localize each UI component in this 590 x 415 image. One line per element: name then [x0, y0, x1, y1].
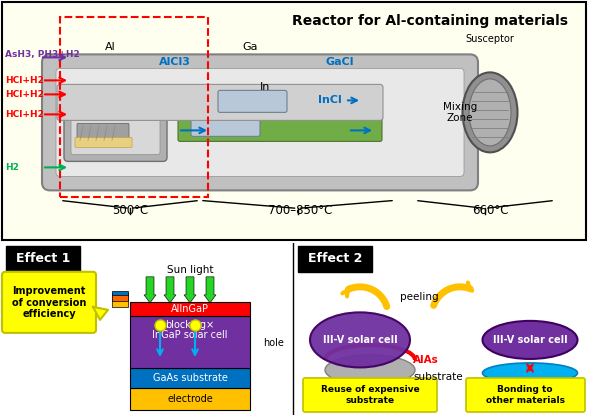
Text: substrate: substrate: [413, 372, 463, 382]
Text: AlAs: AlAs: [413, 355, 439, 365]
Text: Sun light: Sun light: [167, 265, 213, 275]
Ellipse shape: [463, 72, 517, 152]
FancyArrow shape: [144, 277, 156, 303]
Text: peeling: peeling: [400, 292, 438, 302]
Text: blocking×: blocking×: [165, 320, 215, 330]
Text: Susceptor: Susceptor: [466, 34, 514, 44]
Text: AlInGaP: AlInGaP: [171, 304, 209, 314]
Text: H2: H2: [5, 163, 19, 172]
FancyBboxPatch shape: [64, 108, 167, 161]
Text: AlCl3: AlCl3: [159, 57, 191, 67]
Text: III-V solar cell: III-V solar cell: [323, 335, 397, 345]
FancyBboxPatch shape: [75, 137, 132, 147]
Text: GaCl: GaCl: [326, 57, 354, 67]
FancyBboxPatch shape: [112, 293, 128, 307]
FancyBboxPatch shape: [71, 115, 160, 154]
Text: Effect 1: Effect 1: [16, 252, 70, 265]
Text: Bonding to
other materials: Bonding to other materials: [486, 385, 565, 405]
FancyBboxPatch shape: [56, 68, 464, 176]
Text: Mixing
Zone: Mixing Zone: [443, 102, 477, 123]
FancyBboxPatch shape: [191, 112, 260, 137]
Text: HCl+H2: HCl+H2: [5, 90, 44, 99]
FancyBboxPatch shape: [178, 115, 382, 142]
Text: Al: Al: [104, 42, 116, 52]
Text: Ga: Ga: [242, 42, 258, 52]
FancyBboxPatch shape: [130, 368, 250, 388]
Ellipse shape: [483, 363, 578, 383]
FancyBboxPatch shape: [2, 2, 586, 240]
FancyBboxPatch shape: [6, 246, 80, 272]
FancyBboxPatch shape: [130, 388, 250, 410]
Text: 700–850°C: 700–850°C: [268, 204, 332, 217]
FancyBboxPatch shape: [77, 123, 129, 144]
Text: InCl: InCl: [318, 95, 342, 105]
FancyBboxPatch shape: [303, 378, 437, 412]
FancyBboxPatch shape: [298, 246, 372, 272]
Text: Reactor for Al-containing materials: Reactor for Al-containing materials: [292, 15, 568, 28]
Ellipse shape: [469, 79, 511, 146]
FancyBboxPatch shape: [130, 302, 250, 316]
Text: In: In: [260, 83, 270, 93]
Text: HCl+H2: HCl+H2: [5, 76, 44, 85]
Text: 660°C: 660°C: [472, 204, 508, 217]
Text: electrode: electrode: [167, 394, 213, 404]
FancyBboxPatch shape: [466, 378, 585, 412]
FancyBboxPatch shape: [112, 291, 128, 295]
FancyBboxPatch shape: [57, 84, 383, 120]
Ellipse shape: [325, 355, 415, 385]
Polygon shape: [93, 307, 108, 320]
FancyArrow shape: [164, 277, 176, 303]
FancyArrow shape: [184, 277, 196, 303]
Text: III-V solar cell: III-V solar cell: [493, 335, 568, 345]
Text: 500°C: 500°C: [112, 204, 148, 217]
FancyArrow shape: [204, 277, 216, 303]
FancyBboxPatch shape: [2, 272, 96, 333]
Ellipse shape: [483, 378, 578, 398]
Text: hole: hole: [263, 338, 284, 348]
Text: GaAs substrate: GaAs substrate: [153, 373, 227, 383]
Text: Improvement
of conversion
efficiency: Improvement of conversion efficiency: [12, 286, 86, 320]
Text: InGaP solar cell: InGaP solar cell: [152, 330, 228, 340]
FancyBboxPatch shape: [112, 293, 128, 301]
FancyBboxPatch shape: [218, 90, 287, 112]
FancyBboxPatch shape: [42, 54, 478, 190]
Text: Reuse of expensive
substrate: Reuse of expensive substrate: [320, 385, 419, 405]
FancyBboxPatch shape: [130, 316, 250, 368]
Text: Effect 2: Effect 2: [308, 252, 362, 265]
Ellipse shape: [310, 312, 410, 367]
Text: HCl+H2: HCl+H2: [5, 110, 44, 119]
Text: AsH3, PH3+H2: AsH3, PH3+H2: [5, 50, 80, 59]
Ellipse shape: [483, 321, 578, 359]
